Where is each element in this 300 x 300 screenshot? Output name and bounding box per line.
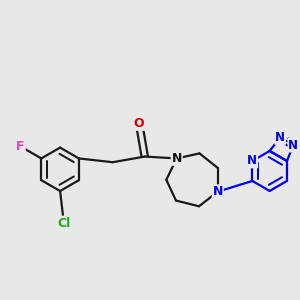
Text: N: N xyxy=(212,185,223,198)
Text: N: N xyxy=(247,154,257,167)
Text: F: F xyxy=(16,140,25,153)
Text: N: N xyxy=(172,152,182,165)
Text: Cl: Cl xyxy=(57,217,70,230)
Text: O: O xyxy=(134,117,144,130)
Text: N: N xyxy=(288,139,298,152)
Text: N: N xyxy=(275,131,285,144)
